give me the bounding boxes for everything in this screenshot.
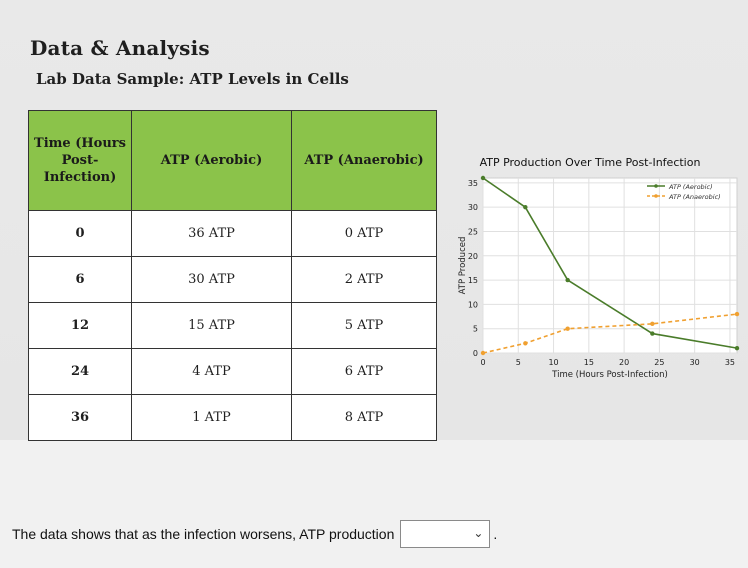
cell-aerobic: 1 ATP: [131, 394, 292, 441]
header-aerobic: ATP (Aerobic): [131, 110, 292, 211]
answer-dropdown[interactable]: ⌄: [400, 520, 491, 548]
data-point: [734, 311, 740, 317]
legend-label: ATP (Anaerobic): [668, 193, 721, 201]
cell-aerobic: 36 ATP: [131, 210, 292, 257]
y-tick-label: 15: [468, 276, 478, 285]
data-point: [650, 331, 655, 336]
table-row: 24 4 ATP 6 ATP: [28, 348, 437, 395]
legend-marker: [654, 184, 658, 188]
x-tick-label: 30: [690, 358, 700, 367]
legend-marker: [654, 194, 658, 198]
cell-anaerobic: 6 ATP: [291, 348, 437, 395]
header-anaerobic: ATP (Anaerobic): [291, 110, 437, 211]
table-row: 12 15 ATP 5 ATP: [28, 302, 437, 349]
y-tick-label: 20: [468, 252, 478, 261]
data-point: [565, 277, 570, 283]
cell-time: 36: [28, 394, 132, 441]
y-tick-label: 0: [473, 349, 478, 358]
x-axis-label: Time (Hours Post-Infection): [551, 370, 668, 380]
atp-line-chart: 0 5 10 15 20 25 30 35 0 5 10 15 20 25 30 35 Time (Hours …: [435, 150, 745, 395]
cell-anaerobic: 8 ATP: [291, 394, 437, 441]
x-tick-label: 15: [584, 358, 594, 367]
x-tick-label: 25: [654, 358, 664, 367]
data-point: [480, 175, 486, 181]
cell-anaerobic: 5 ATP: [291, 302, 437, 349]
y-tick-label: 30: [468, 203, 478, 212]
cell-anaerobic: 0 ATP: [291, 210, 437, 257]
table-row: 0 36 ATP 0 ATP: [28, 210, 437, 257]
section-title: Data & Analysis: [30, 36, 210, 60]
subtitle: Lab Data Sample: ATP Levels in Cells: [36, 70, 349, 88]
y-tick-label: 35: [468, 179, 478, 188]
data-point: [565, 326, 570, 331]
x-tick-label: 10: [548, 358, 558, 367]
table-row: 6 30 ATP 2 ATP: [28, 256, 437, 303]
cell-aerobic: 15 ATP: [131, 302, 292, 349]
cell-time: 6: [28, 256, 132, 303]
chart-canvas: 0 5 10 15 20 25 30 35 0 5 10 15 20 25 30 35 Time (Hours …: [458, 175, 740, 380]
y-tick-label: 5: [473, 325, 478, 334]
data-point: [650, 321, 655, 327]
cell-anaerobic: 2 ATP: [291, 256, 437, 303]
data-point: [523, 341, 528, 346]
series-line-anaerobic: [482, 313, 738, 354]
chevron-down-icon: ⌄: [473, 526, 484, 540]
x-tick-label: 0: [480, 358, 485, 367]
chart-title: ATP Production Over Time Post-Infection: [479, 156, 701, 169]
x-tick-label: 5: [516, 358, 521, 367]
cell-time: 0: [28, 210, 132, 257]
sentence-end: .: [493, 526, 498, 542]
data-point: [523, 204, 528, 210]
x-tick-label: 35: [725, 358, 735, 367]
cell-time: 24: [28, 348, 132, 395]
x-tick-label: 20: [619, 358, 629, 367]
y-tick-label: 25: [468, 227, 478, 236]
question-row: The data shows that as the infection wor…: [12, 520, 497, 548]
y-tick-label: 10: [468, 300, 478, 309]
cell-aerobic: 30 ATP: [131, 256, 292, 303]
data-point: [480, 350, 486, 356]
table-row: 36 1 ATP 8 ATP: [28, 394, 437, 441]
cell-time: 12: [28, 302, 132, 349]
cell-aerobic: 4 ATP: [131, 348, 292, 395]
header-time: Time (Hours Post-Infection): [28, 110, 132, 211]
atp-data-table: Time (Hours Post-Infection) ATP (Aerobic…: [28, 110, 437, 441]
data-point: [734, 345, 740, 351]
question-text: The data shows that as the infection wor…: [12, 526, 395, 542]
y-axis-label: ATP Produced: [458, 237, 468, 295]
legend-label: ATP (Aerobic): [668, 183, 713, 191]
